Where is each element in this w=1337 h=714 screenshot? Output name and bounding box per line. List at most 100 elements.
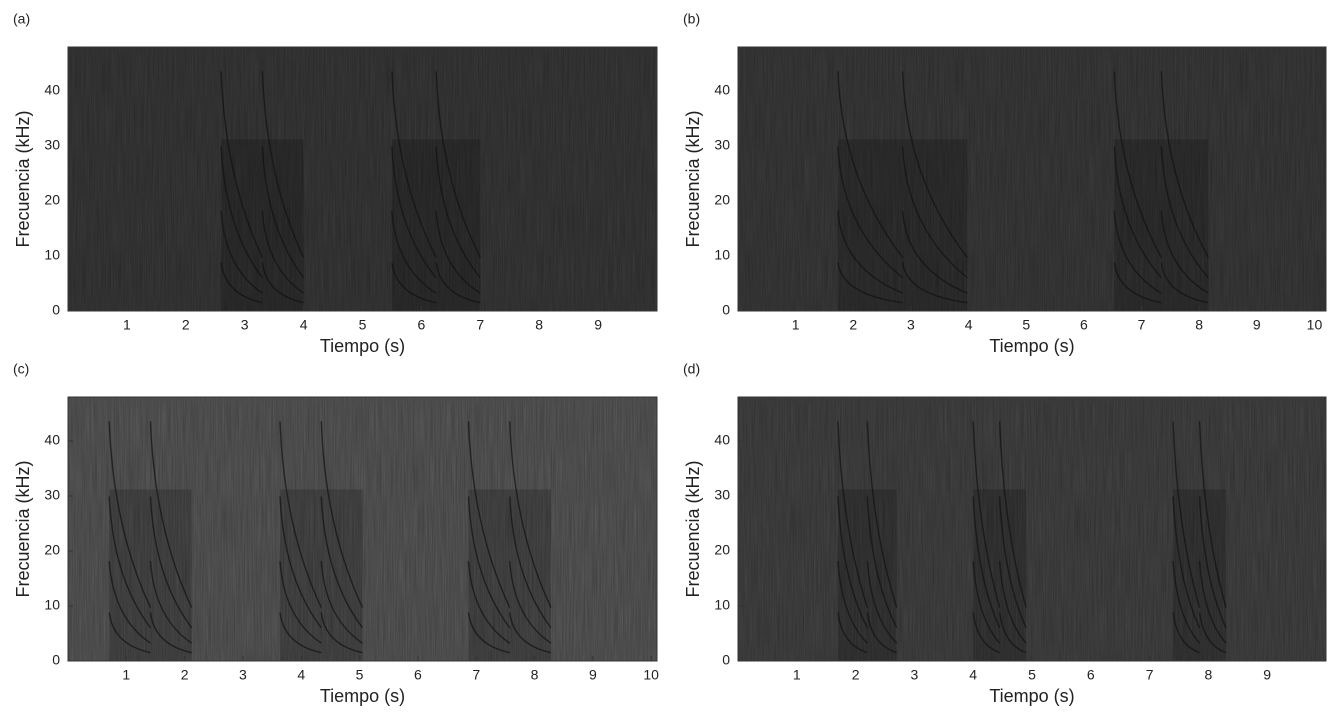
panel-label: (c) bbox=[13, 361, 29, 377]
harmonic-trace bbox=[1113, 262, 1162, 304]
harmonic-trace bbox=[998, 496, 1027, 629]
harmonic-trace bbox=[837, 561, 868, 644]
y-tick-label: 0 bbox=[722, 652, 730, 668]
harmonic-trace bbox=[837, 496, 868, 629]
x-tick-label: 1 bbox=[123, 317, 131, 333]
call-region bbox=[221, 139, 304, 311]
harmonic-trace bbox=[866, 612, 897, 654]
harmonic-trace bbox=[1198, 612, 1227, 654]
y-tick-label: 30 bbox=[714, 137, 730, 153]
y-tick-label: 20 bbox=[44, 192, 60, 208]
harmonic-trace bbox=[1160, 262, 1209, 304]
x-axis-label: Tiempo (s) bbox=[989, 336, 1074, 356]
harmonic-trace bbox=[261, 211, 304, 294]
y-tick-label: 10 bbox=[714, 597, 730, 613]
call-region bbox=[837, 139, 968, 311]
x-tick-label: 10 bbox=[643, 667, 659, 683]
harmonic-trace bbox=[261, 262, 304, 304]
x-tick-label: 2 bbox=[182, 317, 190, 333]
harmonic-trace bbox=[220, 71, 264, 258]
x-axis-label: Tiempo (s) bbox=[320, 686, 405, 706]
harmonic-trace bbox=[901, 71, 968, 258]
harmonic-trace bbox=[279, 496, 322, 629]
x-axis-label: Tiempo (s) bbox=[320, 336, 405, 356]
x-tick-label: 6 bbox=[414, 667, 422, 683]
harmonic-trace bbox=[149, 421, 193, 608]
plot-frame bbox=[67, 396, 658, 662]
harmonic-trace bbox=[320, 421, 364, 608]
call-region bbox=[1114, 139, 1209, 311]
call-region bbox=[109, 489, 192, 661]
harmonic-trace bbox=[108, 561, 151, 644]
x-tick-label: 5 bbox=[1028, 667, 1036, 683]
harmonic-trace bbox=[220, 146, 263, 279]
harmonic-trace bbox=[972, 496, 1001, 629]
spectrogram-panel bbox=[67, 46, 658, 312]
harmonic-trace bbox=[435, 71, 481, 258]
harmonic-trace bbox=[1160, 146, 1209, 279]
harmonic-trace bbox=[467, 421, 511, 608]
harmonic-trace bbox=[279, 421, 322, 608]
x-tick-label: 8 bbox=[1205, 667, 1213, 683]
harmonic-trace bbox=[998, 421, 1027, 608]
harmonic-trace bbox=[320, 612, 363, 654]
harmonic-trace bbox=[837, 612, 868, 654]
plot-frame bbox=[737, 46, 1327, 312]
harmonic-trace bbox=[1113, 146, 1162, 279]
harmonic-trace bbox=[1113, 211, 1162, 294]
x-tick-label: 3 bbox=[907, 317, 915, 333]
harmonic-trace bbox=[261, 146, 305, 279]
harmonic-trace bbox=[837, 211, 903, 294]
x-axis-label: Tiempo (s) bbox=[989, 686, 1074, 706]
x-tick-label: 6 bbox=[1087, 667, 1095, 683]
spectrogram-panel bbox=[737, 396, 1327, 662]
x-tick-label: 1 bbox=[792, 317, 800, 333]
x-tick-label: 8 bbox=[535, 317, 543, 333]
harmonic-trace bbox=[220, 262, 263, 304]
harmonic-trace bbox=[972, 561, 1001, 644]
spectrogram-texture bbox=[68, 47, 657, 311]
harmonic-trace bbox=[467, 496, 511, 629]
x-tick-label: 2 bbox=[181, 667, 189, 683]
harmonic-trace bbox=[1172, 561, 1201, 644]
x-tick-label: 1 bbox=[122, 667, 130, 683]
y-tick-label: 30 bbox=[714, 487, 730, 503]
y-tick-label: 40 bbox=[44, 432, 60, 448]
harmonic-trace bbox=[509, 496, 552, 629]
x-tick-label: 5 bbox=[1022, 317, 1030, 333]
x-tick-label: 9 bbox=[1253, 317, 1261, 333]
harmonic-trace bbox=[837, 146, 904, 279]
x-tick-label: 8 bbox=[1195, 317, 1203, 333]
harmonic-trace bbox=[837, 421, 869, 608]
harmonic-trace bbox=[866, 561, 898, 644]
harmonic-trace bbox=[998, 612, 1027, 654]
harmonic-trace bbox=[108, 612, 151, 654]
x-tick-label: 4 bbox=[965, 317, 973, 333]
harmonic-trace bbox=[220, 211, 263, 294]
harmonic-trace bbox=[279, 561, 322, 644]
y-tick-label: 0 bbox=[52, 302, 60, 318]
x-tick-label: 9 bbox=[589, 667, 597, 683]
harmonic-trace bbox=[467, 561, 511, 644]
x-tick-label: 8 bbox=[531, 667, 539, 683]
x-tick-label: 3 bbox=[241, 317, 249, 333]
harmonic-trace bbox=[509, 421, 552, 608]
harmonic-trace bbox=[149, 561, 193, 644]
harmonic-trace bbox=[866, 496, 898, 629]
harmonic-trace bbox=[1160, 71, 1210, 258]
harmonic-trace bbox=[901, 262, 968, 304]
spectrogram-texture bbox=[738, 47, 1326, 311]
y-axis-label: Frecuencia (kHz) bbox=[13, 110, 33, 247]
y-tick-label: 10 bbox=[44, 597, 60, 613]
harmonic-trace bbox=[509, 612, 552, 654]
x-tick-label: 9 bbox=[1263, 667, 1271, 683]
harmonic-trace bbox=[972, 612, 1000, 654]
harmonic-trace bbox=[901, 146, 968, 279]
harmonic-trace bbox=[391, 146, 437, 279]
y-axis-label: Frecuencia (kHz) bbox=[13, 460, 33, 597]
harmonic-trace bbox=[998, 561, 1027, 644]
spectrogram-panel bbox=[737, 46, 1327, 312]
spectrogram-texture bbox=[738, 397, 1326, 661]
y-tick-label: 0 bbox=[722, 302, 730, 318]
